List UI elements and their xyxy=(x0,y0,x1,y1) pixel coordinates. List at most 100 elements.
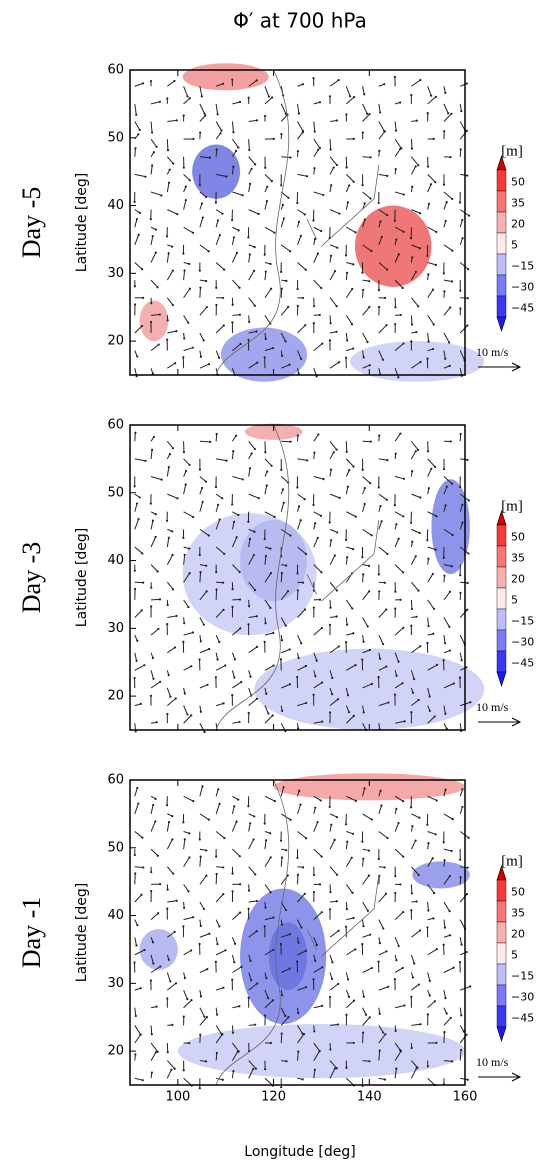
wind-vector-head xyxy=(317,149,319,151)
wind-vector-head xyxy=(410,909,412,911)
wind-vector-head xyxy=(366,341,368,343)
wind-vector-head xyxy=(351,288,353,290)
wind-vector-head xyxy=(258,497,260,499)
wind-vector-head xyxy=(329,624,331,626)
wind-vector-head xyxy=(449,875,451,877)
wind-vector xyxy=(135,433,136,442)
wind-vector-head xyxy=(297,150,299,152)
wind-vector xyxy=(232,1025,233,1032)
wind-vector-head xyxy=(184,692,186,694)
wind-vector-head xyxy=(348,996,350,998)
wind-vector-head xyxy=(394,978,396,980)
wind-vector-head xyxy=(410,711,412,713)
wind-vector-head xyxy=(176,213,178,215)
wind-vector-head xyxy=(430,183,432,185)
wind-vector-head xyxy=(417,590,419,592)
wind-vector-head xyxy=(266,484,268,486)
wind-vector-head xyxy=(329,711,331,713)
wind-vector-head xyxy=(345,926,347,928)
wind-vector-head xyxy=(239,314,241,316)
wind-vector-head xyxy=(199,838,201,840)
wind-vector-head xyxy=(319,147,321,149)
wind-vector-head xyxy=(157,855,159,857)
wind-vector-head xyxy=(468,215,470,217)
wind-vector-head xyxy=(139,129,141,131)
wind-vector-head xyxy=(166,339,168,341)
wind-vector-head xyxy=(185,199,187,201)
wind-vector-head xyxy=(330,539,332,541)
wind-vector-head xyxy=(152,519,154,521)
colorbar-label: 5 xyxy=(511,239,518,252)
wind-vector-head xyxy=(289,933,291,935)
wind-vector-head xyxy=(159,965,161,967)
wind-vector-head xyxy=(427,909,429,911)
wind-vector-head xyxy=(436,948,438,950)
wind-vector-head xyxy=(183,1016,185,1018)
anomaly-shading xyxy=(254,649,484,730)
wind-vector-head xyxy=(264,167,266,169)
wind-vector-head xyxy=(151,1071,153,1073)
wind-vector-head xyxy=(370,440,372,442)
wind-vector-head xyxy=(288,364,290,366)
wind-vector-head xyxy=(415,616,417,618)
wind-vector-head xyxy=(449,156,451,158)
wind-vector-head xyxy=(231,890,233,892)
wind-vector-head xyxy=(141,268,143,270)
wind-vector-head xyxy=(187,322,189,324)
wind-vector-head xyxy=(144,460,146,462)
wind-vector-head xyxy=(321,627,323,629)
wind-vector xyxy=(167,139,168,150)
wind-vector-head xyxy=(466,951,468,953)
wind-vector-head xyxy=(274,800,276,802)
wind-vector-head xyxy=(467,582,469,584)
wind-vector-head xyxy=(253,838,255,840)
wind-vector-head xyxy=(237,514,239,516)
wind-vector-head xyxy=(199,287,201,289)
wind-vector xyxy=(428,902,429,910)
wind-vector-head xyxy=(338,213,340,215)
wind-vector-head xyxy=(419,496,421,498)
wind-vector-head xyxy=(223,268,225,270)
wind-vector-head xyxy=(394,220,396,222)
wind-vector-head xyxy=(233,961,235,963)
wind-vector-head xyxy=(429,695,431,697)
wind-vector-head xyxy=(239,343,241,345)
wind-vector-head xyxy=(351,892,353,894)
wind-vector-head xyxy=(264,641,266,643)
wind-vector-head xyxy=(317,433,319,435)
wind-vector-head xyxy=(215,855,217,857)
colorbar-label: −45 xyxy=(511,302,534,315)
wind-vector-head xyxy=(410,94,412,96)
wind-vector-head xyxy=(443,557,445,559)
wind-vector-head xyxy=(415,271,417,273)
wind-vector-head xyxy=(382,1031,384,1033)
wind-vector-head xyxy=(224,949,226,951)
wind-vector-head xyxy=(136,787,138,789)
vector-key-arrow xyxy=(478,1073,520,1081)
wind-vector-head xyxy=(362,289,364,291)
wind-vector-head xyxy=(187,606,189,608)
colorbar-segment xyxy=(497,609,506,630)
wind-vector-head xyxy=(139,212,141,214)
wind-vector-head xyxy=(321,681,323,683)
wind-vector-head xyxy=(222,893,224,895)
wind-vector-head xyxy=(281,1032,283,1034)
wind-vector-head xyxy=(443,575,445,577)
wind-vector-head xyxy=(415,165,417,167)
wind-vector-head xyxy=(353,715,355,717)
wind-vector-head xyxy=(208,534,210,536)
wind-vector-head xyxy=(449,365,451,367)
wind-vector-head xyxy=(411,186,413,188)
wind-vector-head xyxy=(379,1050,381,1052)
colorbar-label: 35 xyxy=(511,907,525,920)
wind-vector-head xyxy=(249,676,251,678)
colorbar-bottom xyxy=(497,672,506,686)
wind-vector-head xyxy=(187,890,189,892)
wind-vector-head xyxy=(272,917,274,919)
vector-key-label: 10 m/s xyxy=(476,1055,509,1069)
wind-vector-head xyxy=(265,555,267,557)
wind-vector-head xyxy=(428,341,430,343)
wind-vector xyxy=(151,599,160,600)
anomaly-shading xyxy=(432,479,470,574)
